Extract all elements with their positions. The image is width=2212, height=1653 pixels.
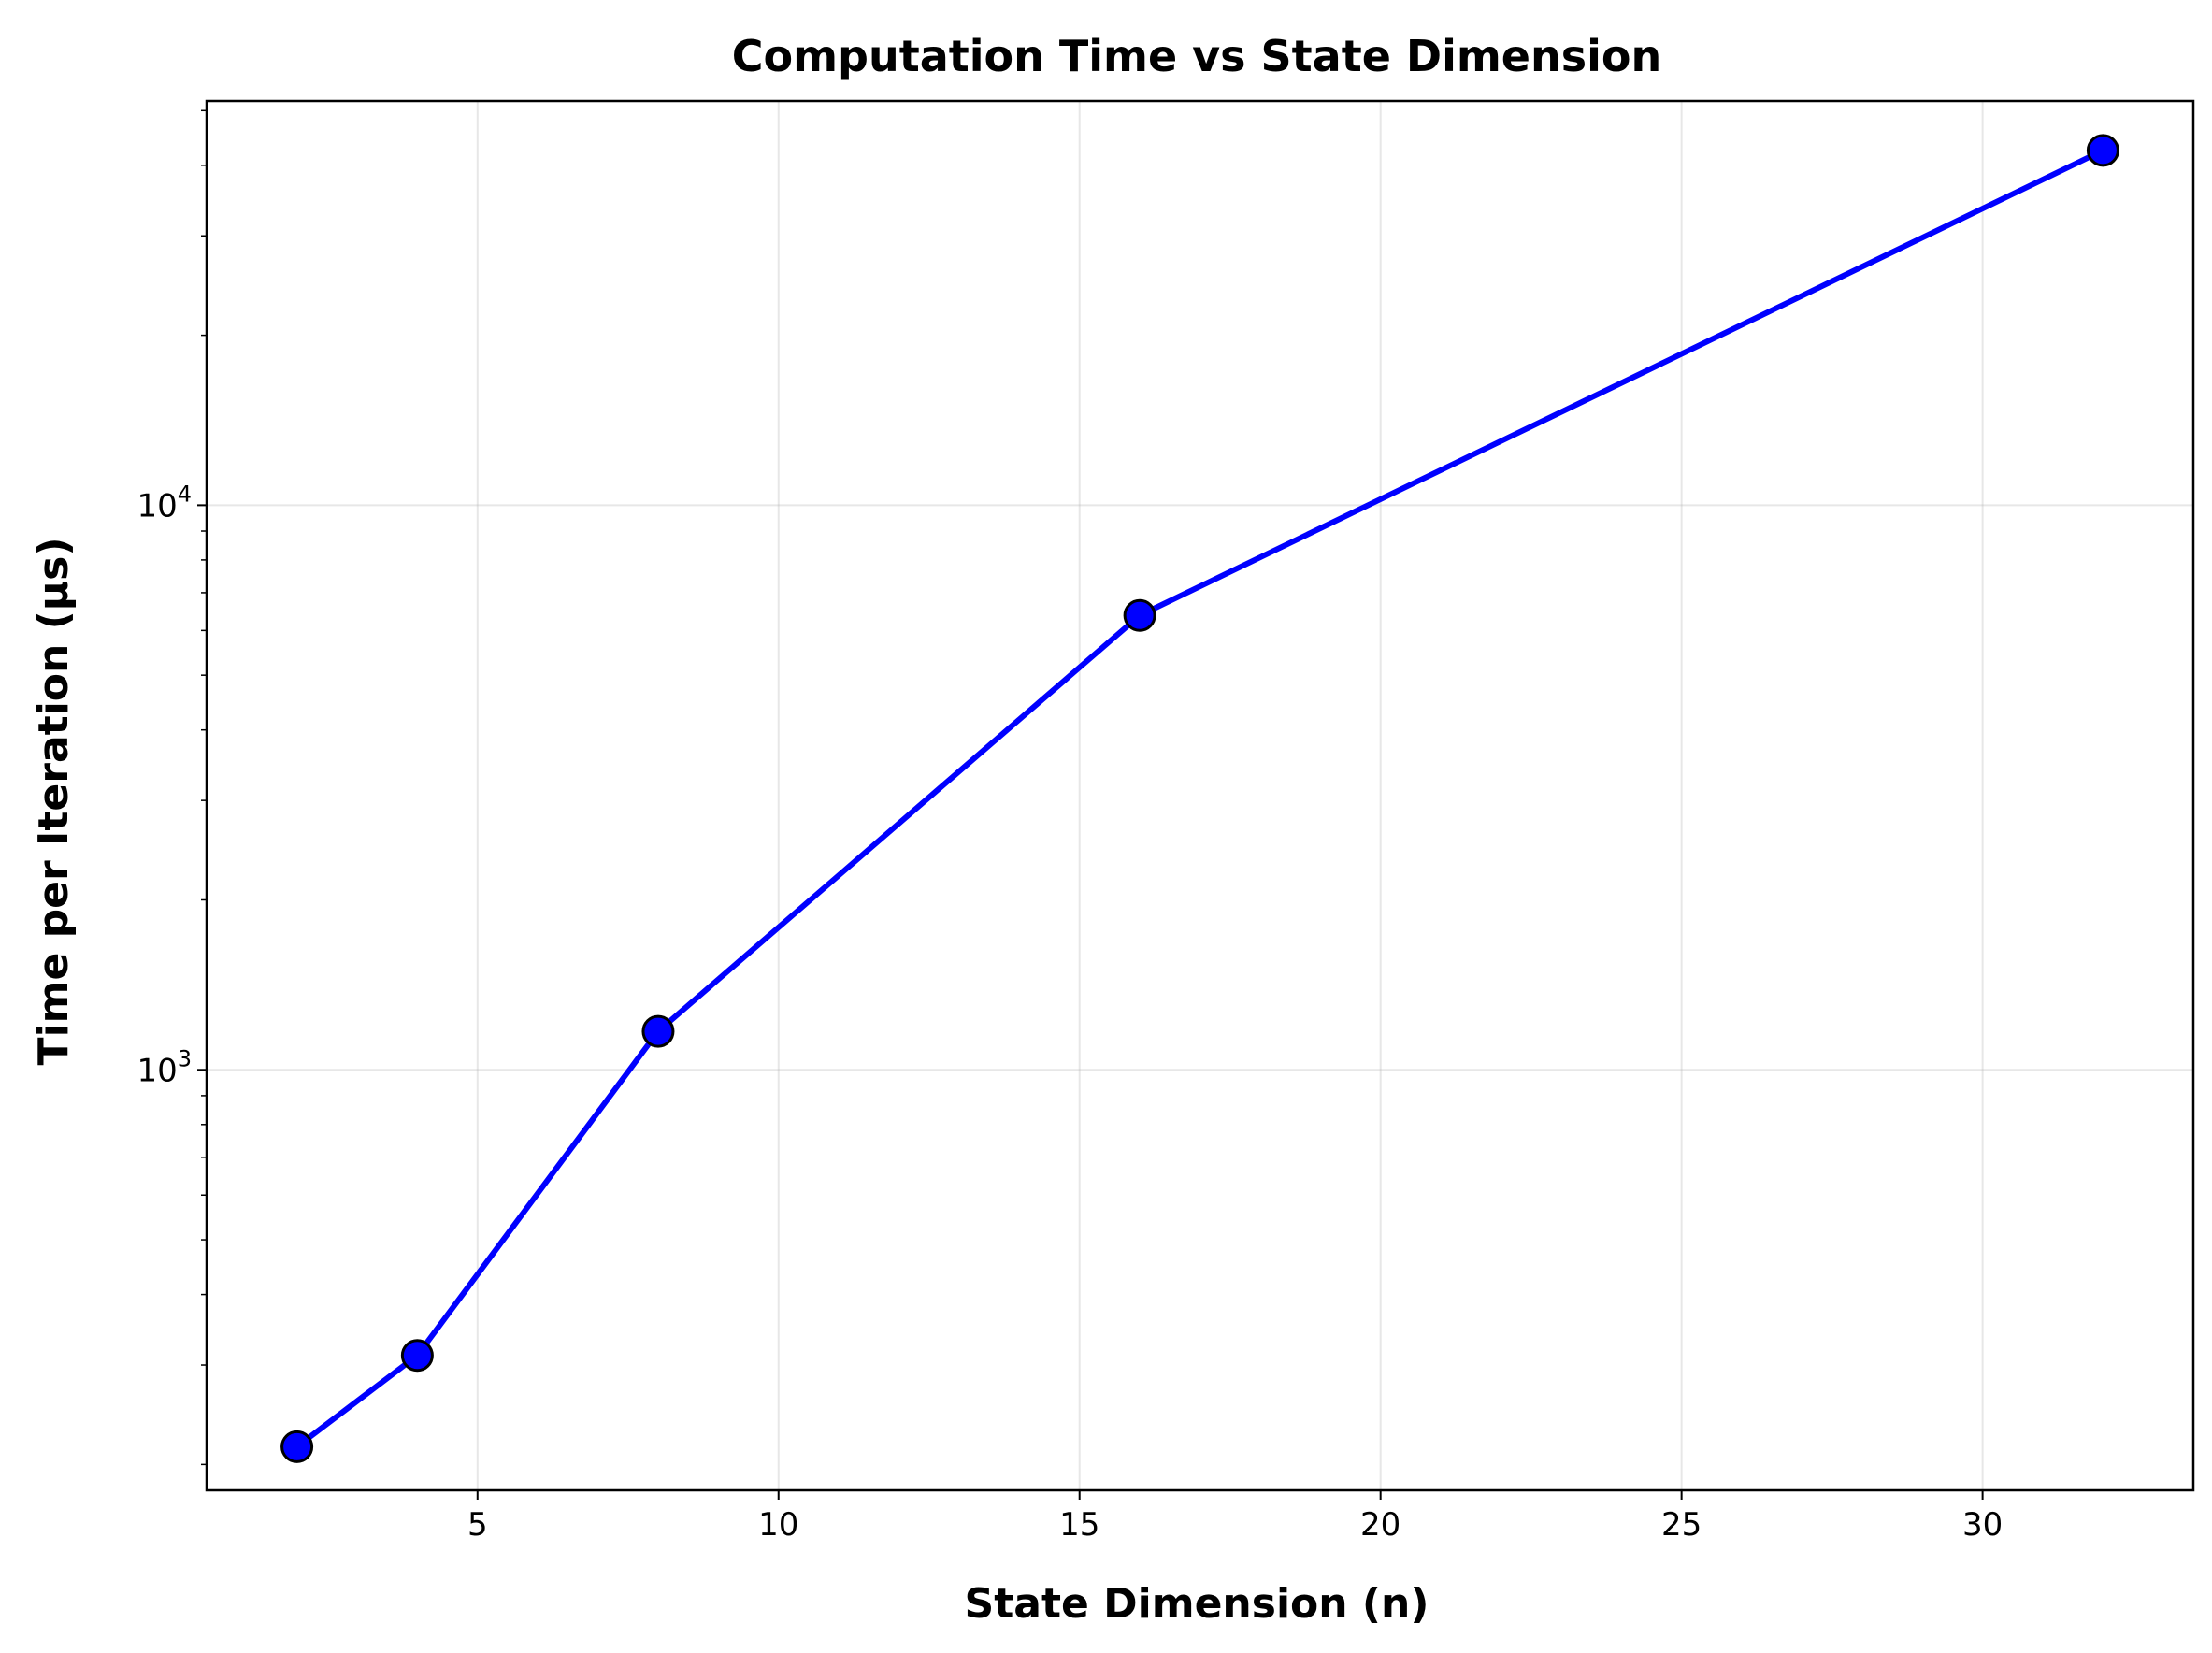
x-tick-label: 10: [758, 1506, 798, 1544]
data-point: [1123, 598, 1156, 632]
series-line: [294, 148, 2104, 1449]
x-tick-label: 20: [1360, 1506, 1400, 1544]
data-point: [400, 1339, 434, 1373]
y-tick-base: 10: [136, 487, 177, 525]
y-tick-exponent: 4: [178, 481, 192, 507]
series-group: [280, 134, 2119, 1463]
x-tick-label: 15: [1059, 1506, 1099, 1544]
y-axis-label: Time per Iteration (µs): [30, 538, 78, 1066]
data-point: [280, 1430, 314, 1463]
y-tick-label: 103: [136, 1045, 192, 1089]
y-tick-label: 104: [136, 481, 192, 525]
x-tick-label: 5: [467, 1506, 488, 1544]
x-tick-label: 30: [1962, 1506, 2003, 1544]
plot-frame: [205, 99, 2195, 1492]
x-tick-label: 25: [1661, 1506, 1702, 1544]
x-axis-ticks: 5 10 15 20 25 30: [467, 1490, 2003, 1544]
data-point: [641, 1014, 675, 1048]
y-tick-exponent: 3: [178, 1045, 192, 1071]
grid: [207, 101, 2193, 1490]
x-axis-label: State Dimension (n): [965, 1580, 1429, 1628]
data-point: [2086, 134, 2119, 167]
y-tick-base: 10: [136, 1052, 177, 1089]
chart-title: Computation Time vs State Dimension: [732, 31, 1661, 81]
